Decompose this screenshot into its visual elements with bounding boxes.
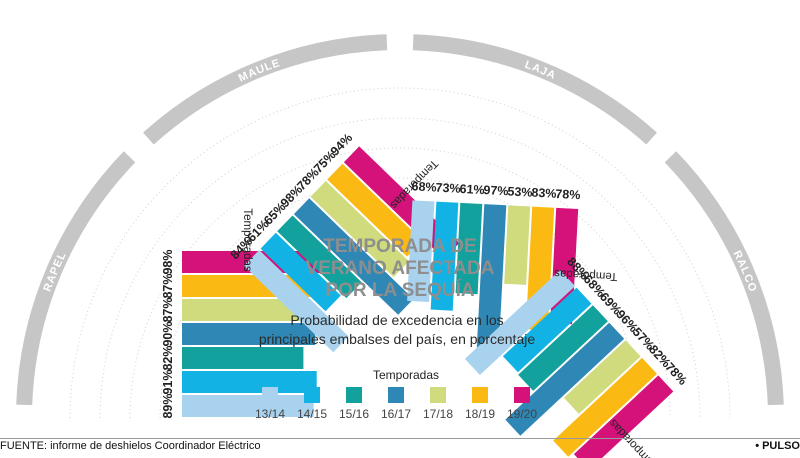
subtitle-line-1: Probabilidad de excedencia en los: [290, 312, 503, 328]
legend-swatch: [346, 387, 362, 403]
bar-laja-15-16: [455, 202, 483, 295]
value-label: 83%: [531, 186, 557, 201]
legend-label: 17/18: [423, 407, 453, 421]
bar-laja-17-18: [504, 205, 531, 285]
value-label: 90%: [161, 321, 175, 346]
legend-label: 15/16: [339, 407, 369, 421]
bar-maule-16-17: [293, 198, 414, 315]
bar-rapel-15-16: [182, 347, 304, 369]
gridline: [159, 177, 641, 419]
value-label: 68%: [411, 179, 437, 194]
value-label: 91%: [161, 369, 175, 394]
bar-laja-16-17: [476, 204, 507, 349]
legend-swatch: [262, 387, 278, 403]
value-label: 89%: [161, 393, 175, 418]
bar-maule-17-18: [310, 181, 409, 277]
legend-label: 18/19: [465, 407, 495, 421]
value-label: 87%: [161, 297, 175, 322]
bar-laja-14-15: [430, 201, 459, 311]
legend-label: 19/20: [507, 407, 537, 421]
legend-title: Temporadas: [373, 368, 439, 382]
title-line-1: TEMPORADA DE: [323, 236, 476, 257]
bar-laja-13-14: [407, 200, 435, 302]
bar-maule-18-19: [327, 163, 423, 257]
gridlines: [69, 87, 731, 419]
bar-ralco-17-18: [563, 340, 641, 414]
bar-ralco-13-14: [464, 270, 576, 375]
band-rapel: [16, 151, 136, 406]
value-label: 98%: [161, 249, 175, 274]
value-label: 53%: [507, 184, 533, 199]
value-label: 61%: [459, 182, 485, 197]
value-label: 73%: [435, 181, 461, 196]
legend-swatch: [388, 387, 404, 403]
value-label: 78%: [555, 187, 581, 202]
title-line-3: POR LA SEQUÍA: [325, 279, 474, 301]
legend-swatch: [430, 387, 446, 403]
bars: [182, 146, 674, 458]
legend: Temporadas 13/14 14/15 15/16 16/17 17/18 18/1…: [255, 368, 537, 421]
bar-rapel-16-17: [182, 323, 316, 345]
bar-rapel-13-14: [182, 395, 314, 417]
bar-rapel-17-18: [182, 299, 311, 321]
legend-label: 14/15: [297, 407, 327, 421]
band-ralco: [664, 151, 784, 406]
brand-logo: • PULSO: [755, 440, 800, 452]
value-label: 87%: [161, 273, 175, 298]
bar-maule-13-14: [243, 250, 349, 353]
bar-maule-15-16: [277, 215, 362, 299]
legend-label: 16/17: [381, 407, 411, 421]
gridline: [129, 147, 671, 419]
bar-ralco-19-20: [573, 375, 674, 458]
band-laja: [412, 34, 657, 145]
legend-label: 13/14: [255, 407, 285, 421]
legend-swatch: [304, 387, 320, 403]
bar-rapel-14-15: [182, 371, 317, 393]
chart-title: TEMPORADA DE VERANO AFECTADA POR LA SEQU…: [306, 236, 495, 301]
band-maule: [143, 34, 388, 145]
legend-swatch: [472, 387, 488, 403]
bar-ralco-16-17: [505, 322, 625, 436]
axis-label-laja: Temporadas: [554, 267, 618, 282]
footer-rule: [0, 438, 800, 439]
bar-ralco-14-15: [502, 287, 592, 373]
title-line-2: VERANO AFECTADA: [306, 258, 495, 279]
bar-ralco-15-16: [518, 305, 608, 391]
axis-label-rapel: Temporadas: [241, 208, 253, 272]
value-label: 82%: [161, 345, 175, 370]
value-label: 97%: [483, 183, 509, 198]
bar-maule-14-15: [260, 232, 341, 312]
chart-subtitle: Probabilidad de excedencia en los princi…: [259, 312, 535, 347]
subtitle-line-2: principales embalses del país, en porcen…: [259, 331, 535, 347]
legend-swatch: [514, 387, 530, 403]
bar-ralco-18-19: [553, 357, 657, 457]
source-note: FUENTE: informe de deshielos Coordinador…: [0, 440, 261, 452]
